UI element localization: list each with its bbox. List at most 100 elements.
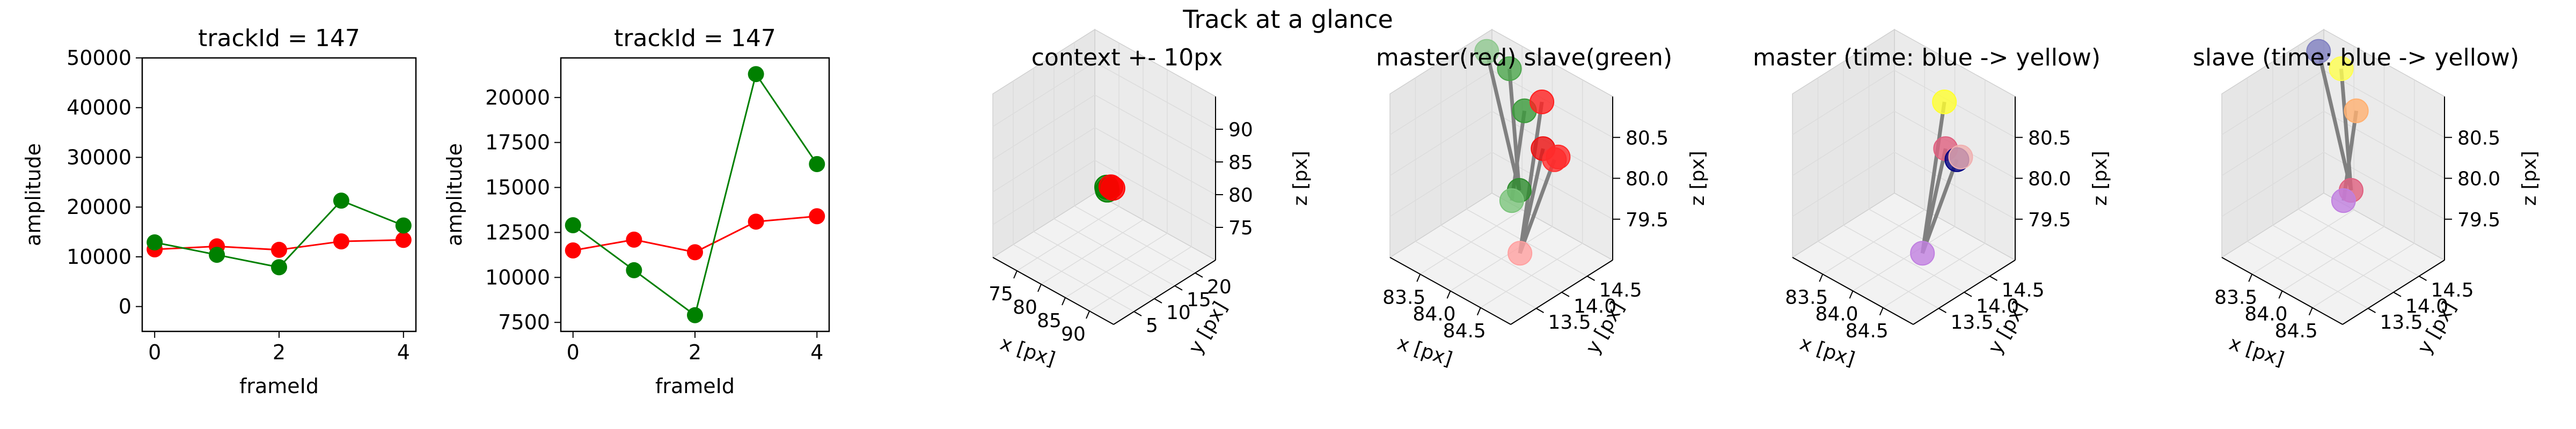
grid-y-4 [1074,42,1196,273]
point-4 [1100,176,1125,201]
point-2 [2329,56,2354,82]
y-tick-mark-4 [1195,272,1203,278]
x-tick-mark-1 [1416,273,1421,282]
z-tick-label-3: 80.5 [1626,127,1668,149]
x-tick-mark-4 [1086,310,1090,319]
segment-5 [1518,148,1545,254]
z-tick-label-2: 80.0 [2028,168,2071,190]
x-tick-label-2: 84.0 [1815,304,1858,326]
series-line-2 [572,72,818,317]
scatter3d-chart-2: 83.584.084.5 13.514.014.579.580.080.5x [p… [1376,28,1709,371]
y-tick-label-6: 20000 [485,86,550,109]
z-axis-label: z [px] [1290,151,1312,206]
series-2-point-5 [809,156,825,172]
x-tick-mark-3 [1476,307,1481,316]
grid-x-2 [1450,63,1553,292]
scatter3d-chart-4: 83.584.084.5 13.514.014.579.580.080.5x [p… [2193,28,2541,371]
x-tick-label-3: 85 [1037,310,1062,332]
y-tick-label-3: 12500 [485,220,550,244]
series-1-point-5 [809,208,825,225]
plot-frame [141,57,417,332]
x-tick-label-2: 84.0 [2244,304,2287,326]
y-tick-mark-3 [1587,276,1595,281]
z-tick-label-3: 85 [1228,152,1253,174]
grid-x-1 [1822,46,1925,275]
grid-y-1 [1817,78,1939,309]
grid-y-2 [1440,62,1562,293]
grid-x-2 [2282,63,2385,292]
segment-1 [1484,50,1521,191]
grid-y-1 [2246,78,2368,309]
point-10 [1507,241,1533,266]
grid-x-3 [1065,70,1168,298]
z-tick-label-3: 80.5 [2457,127,2500,149]
z-axis-label: z [px] [1687,151,1709,206]
line-chart-1: 0 2 4 0 10000 20000 30000 40000 50000 trackId = 1… [21,25,417,398]
grid-x-1 [1016,43,1119,271]
x-tick-label-1: 83.5 [1785,286,1828,308]
grid-z-2 [992,127,1216,195]
grid-z-2 [1389,110,1613,179]
point-6 [1529,90,1555,115]
y-tick-label-1: 5 [1146,315,1158,337]
y-tick-mark-3 [1174,285,1183,291]
series-2-point-3 [687,307,703,323]
grid-x-2 [1041,56,1144,285]
y-tick-label-3: 14.5 [1599,279,1642,301]
grid-x-4 [1089,83,1192,312]
series-1-point-1 [565,242,581,259]
x-axis-label: x [px] [998,332,1058,371]
y-tick-mark-2 [1154,298,1162,304]
x-tick-mark-3 [2308,307,2313,316]
chart-title: master (time: blue -> yellow) [1753,44,2101,71]
grid-y-2 [2272,62,2394,293]
y-tick-label-3: 20000 [67,195,131,219]
y-tick-label-1: 7500 [498,310,550,334]
y-tick-label-3: 14.5 [2431,279,2474,301]
grid-x-2 [1853,63,1956,292]
y-axis-label: amplitude [21,143,45,246]
series-2-point-2 [209,247,225,263]
y-tick-mark-3 [2419,276,2427,281]
series-2-point-3 [271,259,287,276]
grid-y-2 [1843,62,1965,293]
y-tick-label-4: 30000 [67,145,131,169]
y-tick-mark-2 [1964,292,1972,297]
y-axis-line [1113,260,1216,325]
point-5 [1910,241,1935,266]
chart-title: trackId = 147 [614,25,776,52]
point-9 [1546,144,1571,169]
series-2-point-5 [395,217,412,234]
y-tick-label-2: 14.0 [2405,295,2448,317]
y-tick-label-4: 20 [1207,276,1232,298]
series-2-point-2 [626,262,642,278]
chart-title: trackId = 147 [198,25,360,52]
line-chart-2: 0 2 4 7500 10000 12500 15000 17500 20000 trackId … [443,25,830,398]
y-tick-label-1: 13.5 [1951,312,1994,334]
y-tick-label-1: 13.5 [2380,312,2423,334]
grid-y-1 [1013,81,1135,312]
x-axis-label: frameId [655,374,735,398]
y-tick-label-1: 13.5 [1548,312,1591,334]
series-1-point-4 [333,233,349,250]
grid-x-3 [1480,79,1583,308]
z-tick-label-1: 79.5 [2457,209,2500,231]
x-tick-label-2: 2 [273,341,286,364]
pane-side [992,28,1095,258]
grid-z-1 [992,160,1216,228]
x-tick-mark-2 [1037,284,1042,292]
grid-z-1 [1389,151,1613,220]
grid-y-2 [1033,68,1155,299]
x-tick-label-3: 4 [397,341,410,364]
chart-title: master(red) slave(green) [1376,44,1672,71]
x-tick-label-1: 83.5 [2214,286,2257,308]
series-1-point-3 [271,241,287,258]
grid-y-1 [1415,78,1536,309]
grid-z-2 [1792,110,2016,179]
chart-title: context +- 10px [1031,44,1223,71]
x-tick-label-3: 84.5 [2275,320,2318,342]
x-tick-label-3: 84.5 [1846,320,1889,342]
z-tick-label-1: 75 [1228,217,1253,239]
